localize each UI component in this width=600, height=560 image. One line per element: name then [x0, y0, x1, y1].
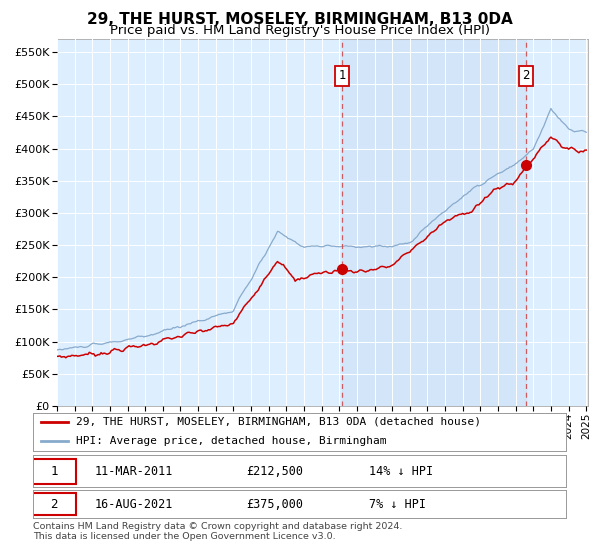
Text: Contains HM Land Registry data © Crown copyright and database right 2024.
This d: Contains HM Land Registry data © Crown c… [33, 522, 403, 542]
Text: 11-MAR-2011: 11-MAR-2011 [94, 465, 173, 478]
Text: 2: 2 [50, 497, 58, 511]
Text: HPI: Average price, detached house, Birmingham: HPI: Average price, detached house, Birm… [76, 436, 386, 446]
Text: 1: 1 [338, 69, 346, 82]
FancyBboxPatch shape [32, 493, 76, 515]
Text: 7% ↓ HPI: 7% ↓ HPI [368, 497, 425, 511]
Text: 29, THE HURST, MOSELEY, BIRMINGHAM, B13 0DA (detached house): 29, THE HURST, MOSELEY, BIRMINGHAM, B13 … [76, 417, 481, 427]
Text: 2: 2 [522, 69, 530, 82]
Text: £212,500: £212,500 [246, 465, 303, 478]
Text: 14% ↓ HPI: 14% ↓ HPI [368, 465, 433, 478]
Text: Price paid vs. HM Land Registry's House Price Index (HPI): Price paid vs. HM Land Registry's House … [110, 24, 490, 37]
Text: 1: 1 [50, 465, 58, 478]
Text: 29, THE HURST, MOSELEY, BIRMINGHAM, B13 0DA: 29, THE HURST, MOSELEY, BIRMINGHAM, B13 … [87, 12, 513, 27]
Text: £375,000: £375,000 [246, 497, 303, 511]
Text: 16-AUG-2021: 16-AUG-2021 [94, 497, 173, 511]
FancyBboxPatch shape [32, 459, 76, 484]
